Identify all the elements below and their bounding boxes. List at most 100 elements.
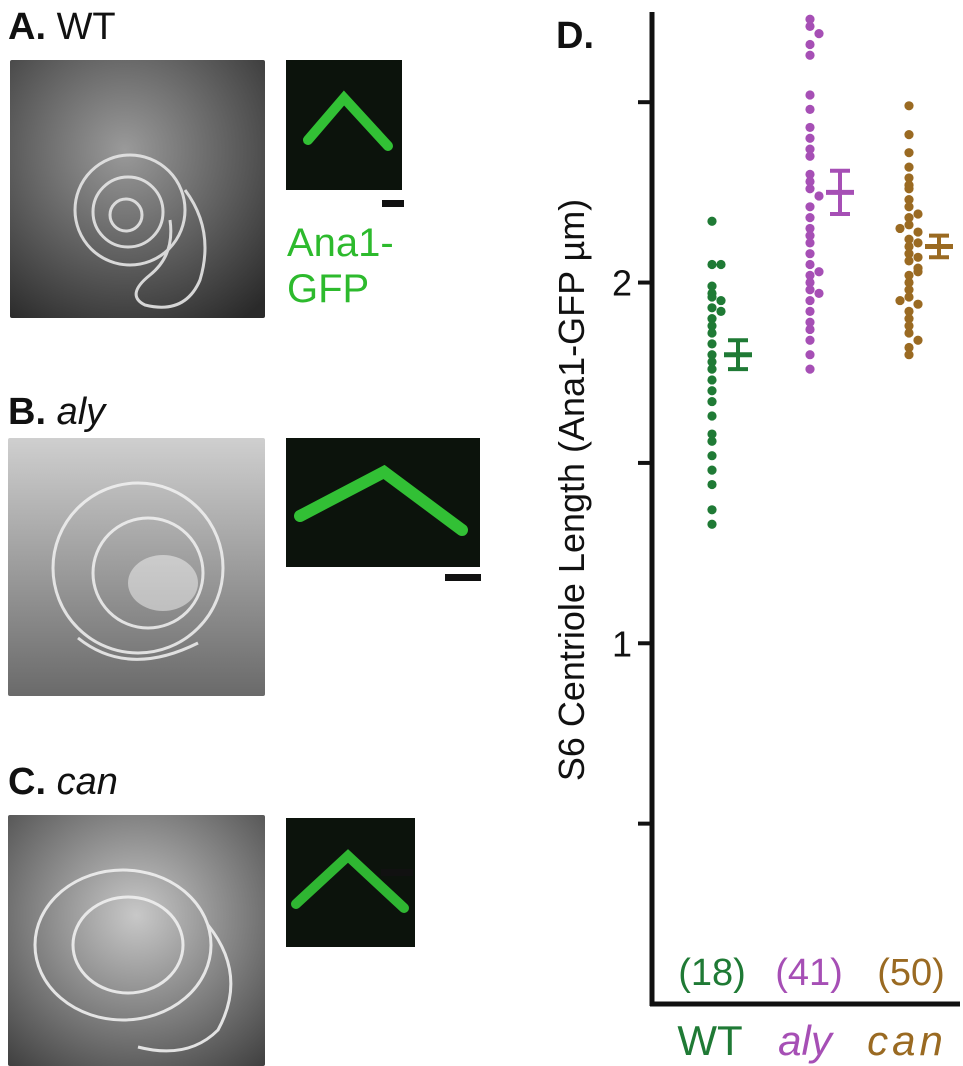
testis-image-wt [10, 60, 265, 318]
data-point-WT [707, 479, 717, 490]
data-point-aly [805, 223, 815, 234]
data-point-can [913, 209, 923, 219]
data-point-aly [805, 50, 815, 60]
data-point-can [904, 350, 914, 360]
data-point-WT [707, 259, 717, 270]
data-point-aly [805, 317, 815, 327]
gfp-caption-line2: GFP [287, 267, 370, 311]
y-axis-label-container: S6 Centriole Length (Ana1-GFP µm) [551, 40, 592, 940]
category-label-can: can [867, 1017, 947, 1064]
ana1-gfp-image-wt [286, 60, 402, 190]
data-point-can [913, 299, 923, 309]
data-point-aly [814, 267, 824, 277]
data-point-aly [805, 169, 815, 179]
data-point-WT [707, 328, 717, 338]
data-point-can [913, 238, 923, 248]
scale-bar [445, 574, 481, 581]
data-point-can [913, 335, 923, 345]
genotype-label: aly [56, 391, 106, 433]
data-point-can [904, 180, 914, 190]
data-point-aly [814, 288, 824, 298]
data-point-can [904, 241, 914, 252]
data-point-aly [805, 14, 815, 24]
data-point-can [904, 234, 914, 244]
centriole-length-chart: D. 1 2 (18) WT (41) aly (50) can [556, 12, 960, 1064]
category-label-aly: aly [778, 1017, 835, 1064]
data-point-aly [805, 144, 815, 154]
gfp-caption: Ana1- GFP [287, 220, 394, 312]
data-point-WT [707, 281, 717, 291]
data-point-WT [707, 216, 717, 226]
sample-count-can: (50) [877, 952, 945, 994]
testis-image-can [8, 815, 265, 1066]
data-point-can [904, 321, 914, 331]
panel-letter: C. [8, 761, 46, 803]
data-point-aly [805, 270, 815, 280]
panel-letter: A. [8, 6, 46, 48]
data-point-WT [707, 386, 717, 396]
data-point-WT [716, 306, 726, 317]
ana1-gfp-image-can [286, 818, 415, 947]
data-point-WT [707, 505, 717, 515]
data-point-WT [707, 411, 717, 421]
data-point-can [904, 148, 914, 158]
data-point-aly [805, 151, 815, 161]
data-point-can [904, 213, 914, 223]
data-point-can [904, 220, 914, 230]
data-point-aly [805, 285, 815, 295]
data-point-aly [805, 90, 815, 100]
data-point-aly [805, 364, 815, 374]
data-point-WT [707, 357, 717, 367]
data-point-WT [707, 375, 717, 385]
data-point-WT [707, 303, 717, 313]
panel-label-b: B. aly [8, 393, 105, 431]
data-point-aly [805, 306, 815, 317]
data-point-can [904, 306, 914, 317]
sample-count-WT: (18) [678, 952, 746, 994]
data-point-can [904, 173, 914, 183]
data-point-WT [707, 292, 717, 302]
data-point-aly [805, 104, 815, 114]
panel-label-a: A. WT [8, 8, 116, 46]
data-point-aly [805, 21, 815, 32]
data-point-can [904, 292, 914, 302]
data-point-aly [805, 133, 815, 143]
data-point-aly [814, 29, 824, 39]
sample-count-aly: (41) [775, 952, 843, 994]
data-point-can [904, 328, 914, 338]
data-point-aly [805, 238, 815, 248]
category-label-WT: WT [677, 1017, 742, 1064]
data-point-WT [707, 436, 717, 446]
data-point-can [895, 295, 905, 306]
data-point-can [913, 252, 923, 262]
data-point-WT [707, 321, 717, 331]
y-axis-label: S6 Centriole Length (Ana1-GFP µm) [551, 198, 592, 782]
data-point-can [904, 202, 914, 212]
data-point-can [895, 223, 905, 234]
data-point-aly [814, 191, 824, 201]
data-point-can [904, 277, 914, 288]
data-point-aly [805, 213, 815, 223]
data-point-can [904, 162, 914, 172]
data-point-aly [805, 277, 815, 288]
data-point-WT [707, 339, 717, 349]
genotype-label: WT [56, 6, 116, 48]
data-point-can [904, 101, 914, 111]
data-point-aly [805, 295, 815, 306]
panel-letter: B. [8, 391, 46, 433]
data-point-can [913, 227, 923, 237]
scale-bar [381, 869, 413, 876]
data-point-can [904, 342, 914, 353]
data-point-can [904, 249, 914, 259]
data-point-aly [805, 335, 815, 345]
data-point-WT [707, 350, 717, 360]
data-point-can [904, 270, 914, 280]
scale-bar [382, 200, 404, 207]
data-point-aly [805, 259, 815, 270]
data-point-WT [707, 519, 717, 529]
data-point-aly [805, 184, 815, 194]
data-point-WT [707, 314, 717, 324]
data-point-aly [805, 202, 815, 212]
y-tick-label: 1 [612, 623, 632, 664]
data-point-aly [805, 350, 815, 360]
